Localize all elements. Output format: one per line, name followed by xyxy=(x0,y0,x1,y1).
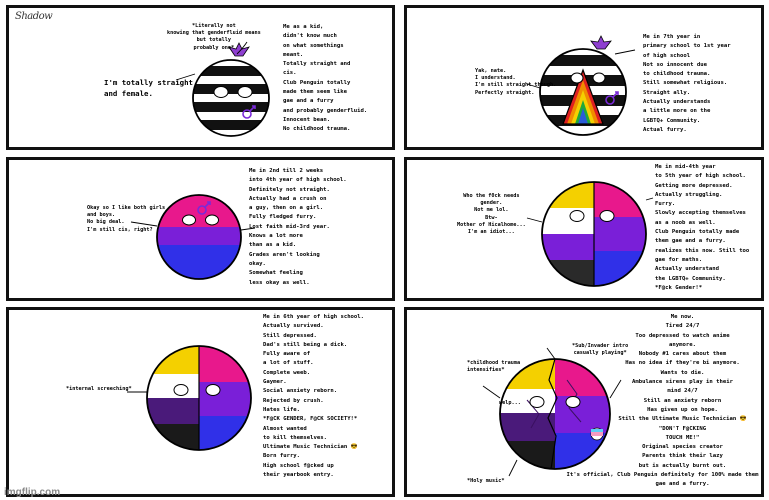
male-symbol-icon xyxy=(197,201,211,215)
narration-text: Me in mid-4th year to 5th year of high s… xyxy=(655,164,750,291)
thought-note-left: *childhood trauma intensifies* xyxy=(467,360,521,374)
comic-panel-1: Shadow *Literally not xyxy=(6,5,395,150)
left-eye-icon xyxy=(173,384,189,396)
countryball-drawing-4 xyxy=(526,181,654,287)
narration-text: Me in 2nd till 2 weeks into 4th year of … xyxy=(249,168,347,286)
comic-panel-4: Who the f0ck needs gender. Not me lol. B… xyxy=(404,157,764,301)
comic-panel-5: *internal screeching* Me in 6th year of … xyxy=(6,307,395,497)
narration-text: Me in 6th year of high school. Actually … xyxy=(263,314,365,479)
striped-ball-body xyxy=(193,60,269,136)
narration-text: Me in 7th year in primary school to 1st … xyxy=(643,34,731,133)
left-eye-icon xyxy=(570,72,584,84)
male-symbol-icon xyxy=(242,105,256,119)
narration-text: Me now. Tired 24/7 Too depressed to watc… xyxy=(566,314,759,488)
speech-text: Who the f0ck needs gender. Not me lol. B… xyxy=(457,193,526,235)
male-symbol-icon xyxy=(605,91,619,105)
small-flag-ball-icon xyxy=(590,427,604,441)
speech-welp: welp... xyxy=(499,400,521,406)
left-eye-icon xyxy=(213,86,229,98)
countryball-drawing-3 xyxy=(130,194,256,280)
thought-note: *Literally not knowing that genderfluid … xyxy=(167,23,261,51)
narration-text: Me as a kid, didn't know much on what so… xyxy=(283,24,368,133)
left-eye-icon xyxy=(182,214,196,226)
left-eye-icon xyxy=(569,210,585,222)
right-eye-icon xyxy=(205,214,219,226)
purple-bow-icon xyxy=(228,42,250,57)
countryball-drawing-1 xyxy=(175,41,270,137)
countryball-drawing-5 xyxy=(127,345,252,451)
right-eye-icon xyxy=(205,384,221,396)
right-eye-icon xyxy=(565,396,581,408)
thought-note: *internal screeching* xyxy=(66,386,132,392)
left-eye-icon xyxy=(529,396,545,408)
speech-text: Yak, nate. I understand. I'm still strai… xyxy=(475,68,557,96)
sound-note-bottom: *Holy music* xyxy=(467,478,505,484)
sound-note-top: *Sub/Invader intro casually playing* xyxy=(572,343,629,357)
rainbow-ally-icon xyxy=(562,68,604,125)
split-flag-ball-body xyxy=(147,346,251,450)
speech-text: I'm totally straight and female. xyxy=(104,78,193,98)
watermark: imgflip.com xyxy=(4,487,61,498)
purple-bow-icon xyxy=(590,35,612,50)
artist-signature: Shadow xyxy=(15,11,53,22)
right-eye-icon xyxy=(599,210,615,222)
countryball-drawing-6 xyxy=(482,347,622,477)
right-eye-icon xyxy=(592,72,606,84)
comic-panel-6: *Sub/Invader intro casually playing* *ch… xyxy=(404,307,764,497)
speech-text: Okay so I like both girls and boys. No b… xyxy=(87,205,166,233)
right-eye-icon xyxy=(237,86,253,98)
comic-panel-2: Yak, nate. I understand. I'm still strai… xyxy=(404,5,764,150)
countryball-drawing-2 xyxy=(526,35,636,136)
comic-panel-3: Okay so I like both girls and boys. No b… xyxy=(6,157,395,301)
